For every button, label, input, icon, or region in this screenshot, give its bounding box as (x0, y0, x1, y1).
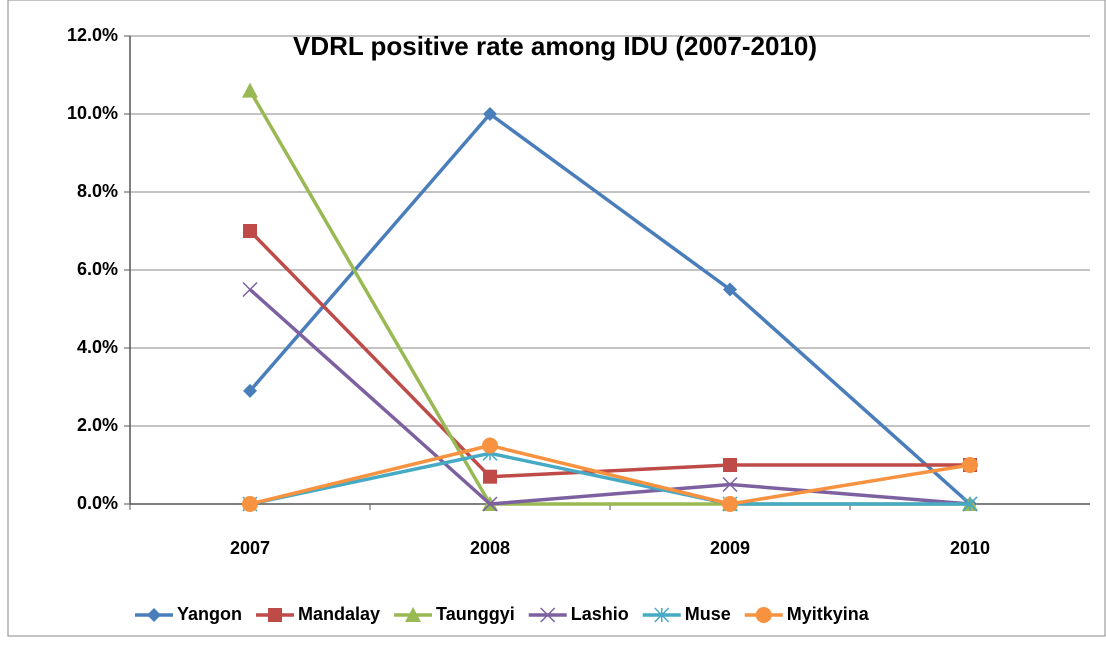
legend-item: Lashio (528, 604, 629, 624)
legend-label: Myitkyina (787, 604, 870, 624)
legend-item: Muse (642, 604, 731, 624)
y-tick-label: 0.0% (77, 493, 118, 513)
x-tick-label: 2008 (470, 538, 510, 558)
marker (723, 282, 737, 297)
y-tick-label: 2.0% (77, 415, 118, 435)
chart-title: VDRL positive rate among IDU (2007-2010) (293, 31, 817, 61)
marker (755, 607, 772, 623)
series-line (249, 443, 971, 506)
marker (147, 608, 161, 622)
y-tick-label: 10.0% (67, 103, 118, 123)
series-line (248, 229, 970, 479)
marker (723, 458, 737, 472)
y-tick-label: 4.0% (77, 337, 118, 357)
legend-label: Mandalay (298, 604, 380, 624)
series-line (248, 288, 971, 506)
marker (483, 107, 497, 121)
x-tick-label: 2009 (710, 538, 750, 558)
marker (483, 469, 497, 484)
marker (243, 383, 257, 398)
legend-item: Taunggyi (394, 604, 515, 624)
marker (482, 496, 498, 512)
legend-label: Taunggyi (436, 604, 515, 624)
marker (268, 608, 283, 622)
series-line (249, 451, 970, 506)
series-line (248, 112, 972, 506)
legend-item: Yangon (135, 604, 242, 624)
chart-frame (7, 0, 1106, 637)
legend-label: Yangon (177, 604, 242, 624)
x-tick-label: 2007 (230, 538, 270, 558)
marker (482, 437, 498, 454)
y-tick-label: 6.0% (77, 259, 118, 279)
marker (242, 496, 258, 512)
y-tick-label: 12.0% (67, 25, 118, 45)
marker (962, 457, 978, 473)
plot (242, 82, 978, 512)
marker (654, 607, 670, 623)
x-tick-label: 2010 (950, 538, 990, 558)
marker (242, 82, 258, 98)
marker (722, 476, 738, 493)
marker (405, 607, 422, 622)
marker (243, 224, 257, 238)
legend-item: Myitkyina (744, 604, 870, 624)
marker (242, 281, 258, 298)
marker (962, 496, 978, 512)
legend-item: Mandalay (256, 604, 380, 624)
y-tick-label: 8.0% (77, 181, 118, 201)
legend-label: Lashio (571, 604, 629, 624)
marker (540, 607, 556, 623)
marker (722, 496, 738, 512)
legend-label: Muse (685, 604, 731, 624)
